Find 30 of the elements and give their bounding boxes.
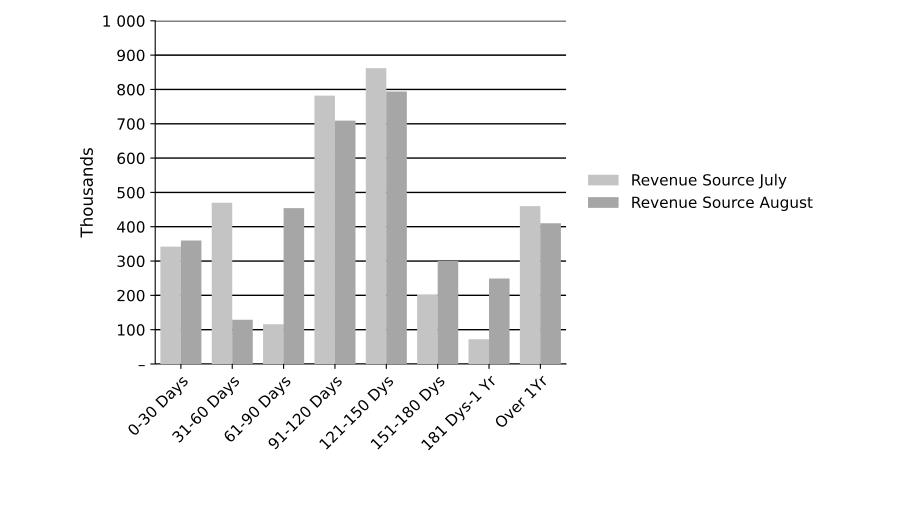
bar (314, 96, 335, 364)
legend-label: Revenue Source July (632, 174, 787, 189)
legend-label: Revenue Source August (632, 196, 813, 212)
bar (284, 208, 304, 364)
y-tick-label: 800 (117, 84, 144, 96)
y-tick-label: 700 (118, 118, 144, 130)
bar (180, 240, 202, 364)
y-tick-label: 900 (117, 50, 144, 62)
bar (263, 324, 284, 364)
y-tick-label: 500 (118, 186, 144, 198)
y-tick-label: 600 (117, 152, 144, 164)
bar (520, 206, 540, 364)
bar (540, 223, 561, 364)
bar (232, 320, 253, 364)
y-tick-label: 400 (117, 221, 144, 233)
y-tick-label: 200 (117, 290, 144, 302)
bar (366, 68, 386, 364)
bar (386, 92, 407, 364)
bar (334, 120, 356, 364)
bar (489, 278, 510, 364)
bar (468, 339, 490, 364)
bar (160, 246, 181, 364)
y-tick-label: 300 (117, 256, 144, 268)
y-axis-title: Thousands (80, 148, 93, 238)
y-tick-label: 1 000 (103, 15, 144, 27)
bar (417, 294, 438, 364)
y-tick-label: – (138, 365, 145, 366)
bar (212, 202, 232, 364)
bar (438, 261, 458, 364)
y-tick-label: 100 (118, 324, 144, 336)
